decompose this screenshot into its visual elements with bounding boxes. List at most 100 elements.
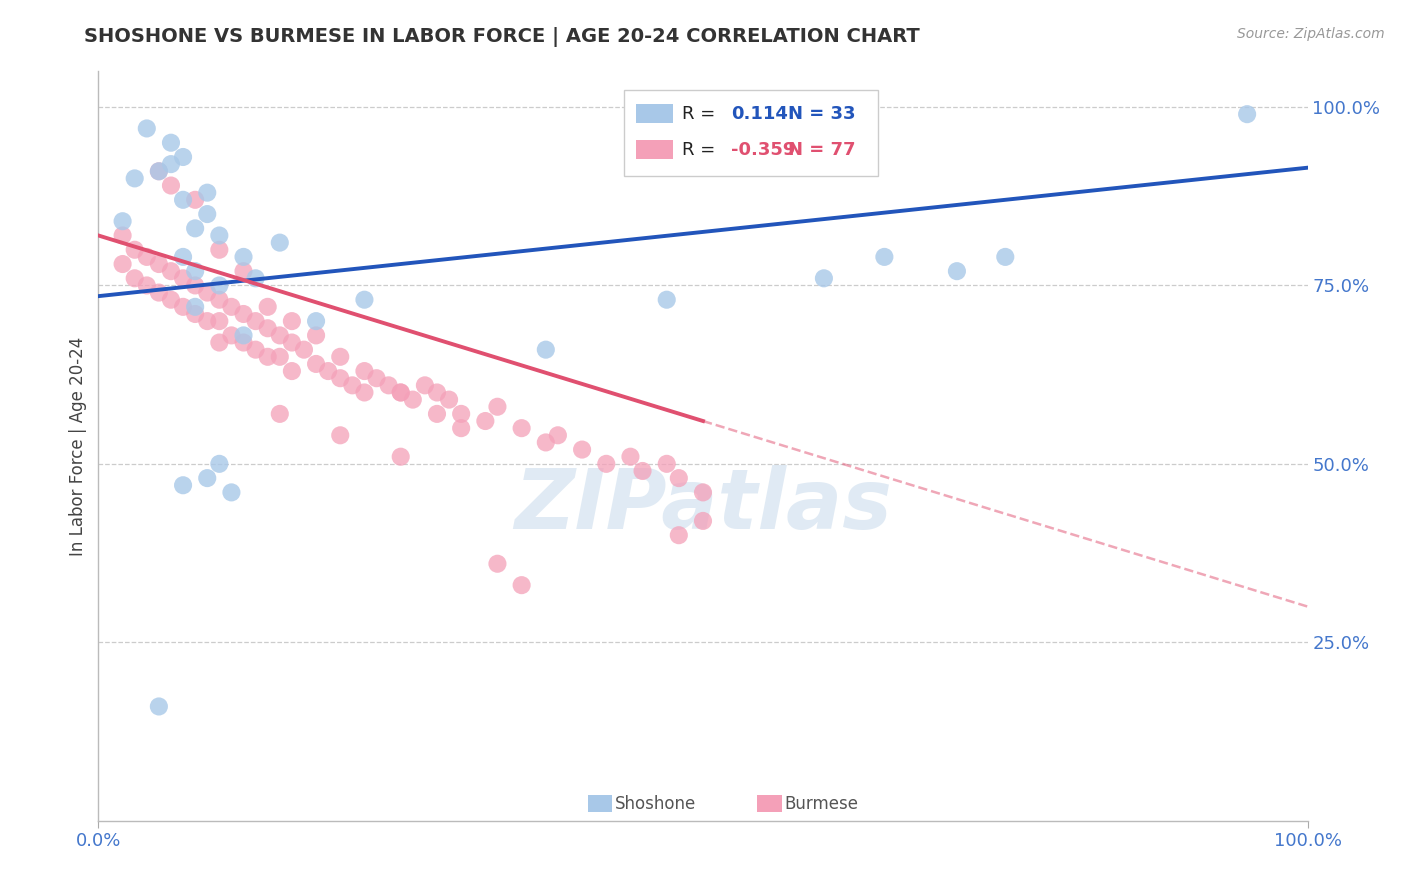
Point bbox=[269, 328, 291, 343]
Point bbox=[160, 293, 183, 307]
Point bbox=[619, 450, 641, 464]
Point bbox=[269, 407, 291, 421]
Point bbox=[124, 243, 146, 257]
Point bbox=[486, 557, 509, 571]
Point bbox=[135, 278, 157, 293]
Bar bbox=[637, 104, 672, 123]
Point bbox=[413, 378, 436, 392]
Point bbox=[232, 335, 254, 350]
Point bbox=[281, 335, 304, 350]
Text: ZIPatlas: ZIPatlas bbox=[515, 466, 891, 547]
Point bbox=[281, 364, 304, 378]
Point bbox=[232, 328, 254, 343]
Point bbox=[329, 350, 352, 364]
Point bbox=[184, 221, 207, 235]
Point bbox=[571, 442, 593, 457]
Point bbox=[305, 314, 328, 328]
Point bbox=[184, 264, 207, 278]
Point bbox=[450, 407, 472, 421]
Point bbox=[269, 235, 291, 250]
Point bbox=[232, 250, 254, 264]
FancyBboxPatch shape bbox=[624, 90, 879, 177]
Point bbox=[172, 478, 194, 492]
Point bbox=[208, 314, 231, 328]
Text: Shoshone: Shoshone bbox=[614, 795, 696, 814]
Text: Source: ZipAtlas.com: Source: ZipAtlas.com bbox=[1237, 27, 1385, 41]
Point bbox=[221, 328, 243, 343]
Bar bbox=[637, 140, 672, 159]
Point bbox=[195, 314, 218, 328]
Point bbox=[426, 385, 449, 400]
Point bbox=[208, 278, 231, 293]
Point bbox=[631, 464, 654, 478]
Point bbox=[474, 414, 496, 428]
Point bbox=[510, 578, 533, 592]
Point bbox=[195, 186, 218, 200]
Point bbox=[148, 164, 170, 178]
Point bbox=[232, 307, 254, 321]
Point bbox=[184, 300, 207, 314]
Point bbox=[994, 250, 1017, 264]
Point bbox=[946, 264, 969, 278]
Point bbox=[232, 264, 254, 278]
Point bbox=[316, 364, 339, 378]
Point bbox=[342, 378, 364, 392]
Point bbox=[245, 343, 267, 357]
Text: R =: R = bbox=[682, 141, 716, 159]
Point bbox=[1236, 107, 1258, 121]
Point bbox=[873, 250, 896, 264]
Point bbox=[692, 514, 714, 528]
Point bbox=[135, 250, 157, 264]
Point bbox=[305, 328, 328, 343]
Point bbox=[184, 193, 207, 207]
Point bbox=[208, 228, 231, 243]
Point bbox=[486, 400, 509, 414]
Point bbox=[305, 357, 328, 371]
Point bbox=[389, 385, 412, 400]
Point bbox=[547, 428, 569, 442]
Bar bbox=[588, 795, 613, 812]
Point bbox=[595, 457, 617, 471]
Point bbox=[221, 300, 243, 314]
Point bbox=[389, 450, 412, 464]
Point bbox=[534, 435, 557, 450]
Point bbox=[172, 271, 194, 285]
Point bbox=[245, 314, 267, 328]
Point bbox=[269, 350, 291, 364]
Point bbox=[292, 343, 315, 357]
Point bbox=[160, 178, 183, 193]
Point bbox=[195, 285, 218, 300]
Point bbox=[353, 364, 375, 378]
Point bbox=[668, 528, 690, 542]
Point bbox=[245, 271, 267, 285]
Point bbox=[160, 157, 183, 171]
Point bbox=[256, 300, 278, 314]
Point bbox=[281, 314, 304, 328]
Point bbox=[148, 257, 170, 271]
Point bbox=[135, 121, 157, 136]
Point bbox=[534, 343, 557, 357]
Point bbox=[124, 271, 146, 285]
Point bbox=[172, 150, 194, 164]
Point bbox=[148, 285, 170, 300]
Text: N = 77: N = 77 bbox=[787, 141, 855, 159]
Point bbox=[668, 471, 690, 485]
Text: 0.114: 0.114 bbox=[731, 105, 787, 123]
Point bbox=[148, 699, 170, 714]
Point bbox=[402, 392, 425, 407]
Point bbox=[208, 335, 231, 350]
Text: R =: R = bbox=[682, 105, 716, 123]
Point bbox=[195, 207, 218, 221]
Text: SHOSHONE VS BURMESE IN LABOR FORCE | AGE 20-24 CORRELATION CHART: SHOSHONE VS BURMESE IN LABOR FORCE | AGE… bbox=[84, 27, 920, 46]
Text: -0.359: -0.359 bbox=[731, 141, 796, 159]
Point bbox=[377, 378, 399, 392]
Point bbox=[208, 243, 231, 257]
Point bbox=[256, 350, 278, 364]
Point bbox=[655, 293, 678, 307]
Y-axis label: In Labor Force | Age 20-24: In Labor Force | Age 20-24 bbox=[69, 336, 87, 556]
Point bbox=[329, 428, 352, 442]
Point bbox=[221, 485, 243, 500]
Point bbox=[813, 271, 835, 285]
Point bbox=[366, 371, 388, 385]
Point bbox=[256, 321, 278, 335]
